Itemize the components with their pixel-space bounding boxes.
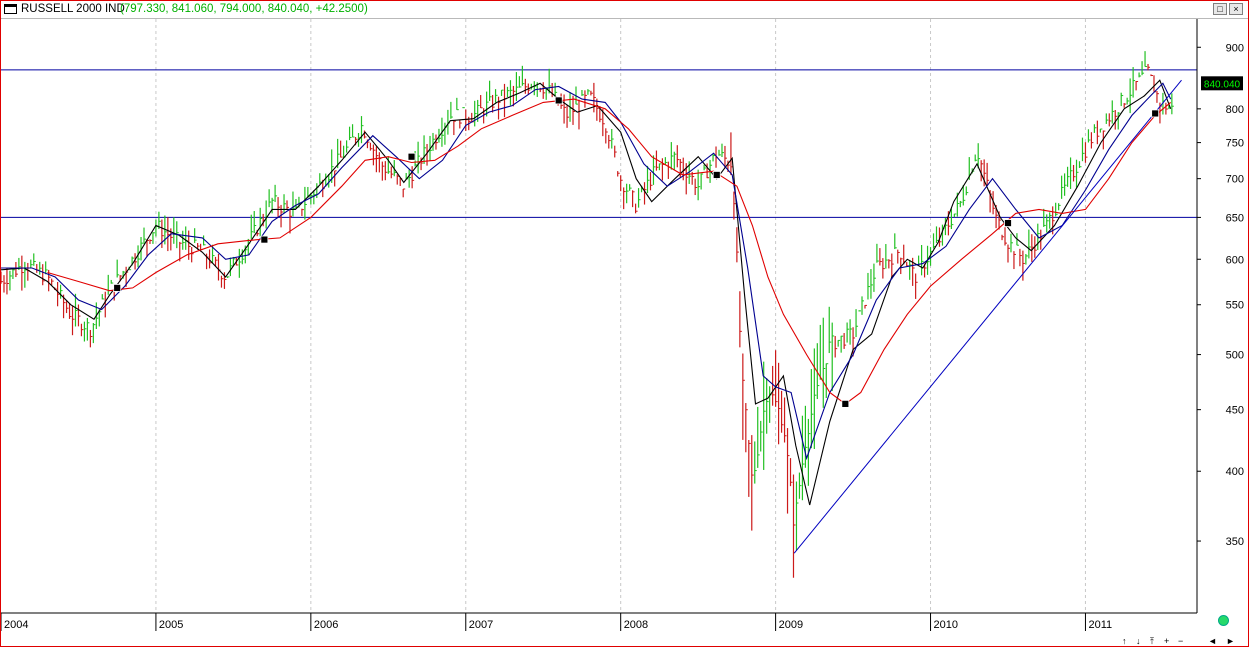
- price-bars: [1, 51, 1174, 578]
- first-icon[interactable]: ⤒: [1150, 636, 1154, 646]
- add-icon[interactable]: +: [1164, 636, 1170, 646]
- y-tick-label: 550: [1226, 300, 1244, 312]
- y-tick-label: 500: [1226, 350, 1244, 362]
- last-price-box: [1201, 76, 1243, 91]
- signal-marker: [113, 284, 122, 292]
- horizontal-levels: [1, 69, 1197, 218]
- last-price-value: 840.040: [1204, 79, 1241, 90]
- signal-marker: [407, 152, 416, 161]
- window-icon[interactable]: [4, 4, 17, 14]
- title-bar: RUSSELL 2000 IND (797.330, 841.060, 794.…: [1, 1, 1248, 19]
- y-tick-label: 750: [1226, 138, 1244, 150]
- y-tick-label: 700: [1226, 174, 1244, 186]
- x-tick-label: 2008: [624, 619, 648, 631]
- zoom-in-icon[interactable]: ↑: [1122, 636, 1127, 646]
- y-tick-label: 450: [1226, 405, 1244, 417]
- scroll-right-icon[interactable]: ►: [1226, 636, 1235, 646]
- ohlc-values: (797.330, 841.060, 794.000, 840.040, +42…: [120, 3, 368, 15]
- zoom-out-icon[interactable]: ↓: [1136, 636, 1141, 646]
- signal-marker: [1004, 219, 1012, 227]
- y-tick-label: 400: [1226, 466, 1244, 478]
- moving-averages: [1, 79, 1172, 506]
- x-tick-label: 2009: [779, 619, 803, 631]
- y-tick-label: 650: [1226, 212, 1244, 224]
- x-tick-label: 2010: [934, 619, 958, 631]
- x-tick-label: 2004: [4, 619, 28, 631]
- signal-marker: [1151, 109, 1160, 118]
- y-tick-label: 350: [1226, 536, 1244, 548]
- close-button[interactable]: ×: [1229, 3, 1243, 15]
- x-tick-label: 2005: [159, 619, 183, 631]
- remove-icon[interactable]: −: [1178, 636, 1184, 646]
- instrument-name: RUSSELL 2000 IND: [21, 3, 125, 15]
- signal-markers: [113, 96, 1160, 408]
- moving-average-line-0: [1, 79, 1172, 506]
- x-tick-label: 2007: [469, 619, 493, 631]
- trendline[interactable]: [793, 79, 1182, 554]
- last-price-label: 840.040: [1201, 76, 1243, 91]
- year-gridlines: [155, 19, 1086, 613]
- trendline-line: [793, 79, 1182, 554]
- y-tick-label: 800: [1226, 104, 1244, 116]
- y-tick-label: 600: [1226, 254, 1244, 266]
- x-axis: 2004 2005 2006 2007 2008 2009 2010 2011: [1, 612, 1197, 631]
- y-tick-label: 900: [1226, 42, 1244, 54]
- y-axis: 350 400 450 500 550 600 650 700 750 800 900: [1196, 19, 1244, 613]
- status-icon[interactable]: [1218, 615, 1229, 626]
- bottom-toolbar: [1, 633, 1247, 645]
- scroll-left-icon[interactable]: ◄: [1208, 636, 1217, 646]
- x-tick-label: 2011: [1088, 619, 1112, 631]
- x-tick-label: 2006: [314, 619, 338, 631]
- signal-marker: [841, 399, 850, 408]
- restore-button[interactable]: □: [1213, 3, 1227, 15]
- moving-average-line-1: [1, 82, 1172, 461]
- signal-marker: [260, 235, 269, 244]
- signal-marker: [554, 96, 563, 105]
- signal-marker: [712, 171, 721, 179]
